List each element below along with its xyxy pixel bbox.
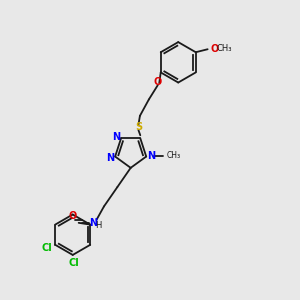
Text: O: O — [210, 44, 218, 54]
Text: O: O — [154, 77, 162, 87]
Text: H: H — [95, 221, 102, 230]
Text: CH₃: CH₃ — [216, 44, 232, 53]
Text: N: N — [148, 151, 156, 160]
Text: N: N — [89, 218, 98, 228]
Text: S: S — [135, 122, 142, 132]
Text: Cl: Cl — [41, 243, 52, 253]
Text: O: O — [68, 211, 76, 221]
Text: N: N — [106, 153, 114, 163]
Text: Cl: Cl — [69, 258, 80, 268]
Text: N: N — [112, 132, 120, 142]
Text: CH₃: CH₃ — [167, 151, 181, 160]
